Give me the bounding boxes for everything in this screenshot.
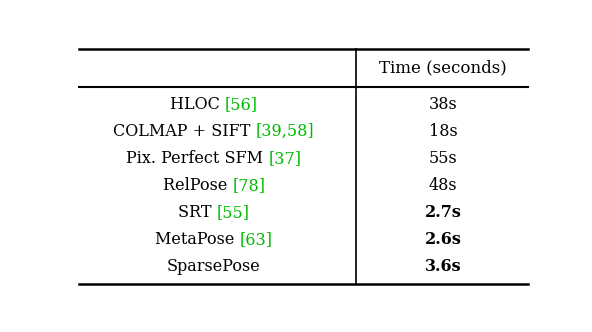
Text: 2.6s: 2.6s bbox=[425, 231, 462, 248]
Text: [37]: [37] bbox=[269, 150, 301, 167]
Text: SparsePose: SparsePose bbox=[167, 258, 261, 275]
Text: [39,58]: [39,58] bbox=[256, 123, 314, 140]
Text: [55]: [55] bbox=[217, 204, 250, 221]
Text: Time (seconds): Time (seconds) bbox=[379, 59, 507, 76]
Text: 48s: 48s bbox=[429, 177, 458, 194]
Text: HLOC: HLOC bbox=[170, 96, 225, 113]
Text: RelPose: RelPose bbox=[163, 177, 232, 194]
Text: [78]: [78] bbox=[232, 177, 265, 194]
Text: COLMAP + SIFT: COLMAP + SIFT bbox=[114, 123, 256, 140]
Text: SRT: SRT bbox=[178, 204, 217, 221]
Text: 38s: 38s bbox=[429, 96, 458, 113]
Text: 18s: 18s bbox=[429, 123, 458, 140]
Text: 3.6s: 3.6s bbox=[425, 258, 462, 275]
Text: Pix. Perfect SFM: Pix. Perfect SFM bbox=[126, 150, 269, 167]
Text: MetaPose: MetaPose bbox=[155, 231, 240, 248]
Text: [63]: [63] bbox=[240, 231, 273, 248]
Text: [56]: [56] bbox=[225, 96, 258, 113]
Text: 2.7s: 2.7s bbox=[425, 204, 462, 221]
Text: 55s: 55s bbox=[429, 150, 458, 167]
